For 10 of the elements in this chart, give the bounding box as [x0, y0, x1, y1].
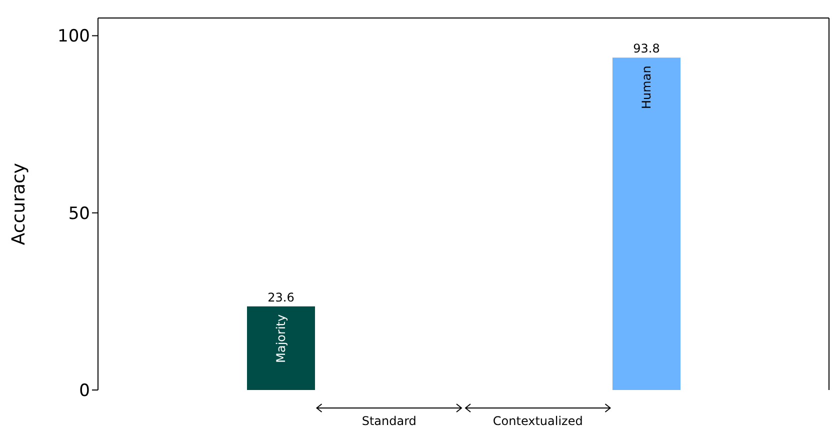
- x-tick-label: Human: [640, 66, 654, 109]
- y-axis-title: Accuracy: [8, 162, 30, 246]
- text: Contextualized: [492, 414, 583, 428]
- data-label: 93.8: [633, 42, 660, 56]
- data-label: 23.6: [268, 290, 294, 304]
- y-tick-label: 0: [79, 381, 90, 402]
- y-tick-label: 100: [58, 26, 90, 47]
- x-tick-label: Majority: [274, 314, 288, 363]
- y-tick-label: 50: [68, 204, 90, 224]
- text: Standard: [362, 414, 416, 428]
